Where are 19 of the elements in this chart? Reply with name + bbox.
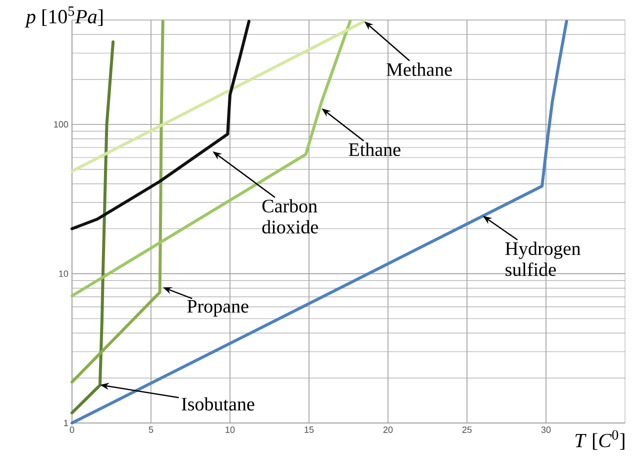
x-tick-label: 25 [462,426,472,433]
x-tick-label: 15 [304,426,314,433]
annotation: Hydrogen sulfide [505,242,580,276]
x-axis-title: T [C$^{0}$] [575,430,624,450]
x-tick-label: 0 [70,426,74,433]
annotation: Ethane [348,142,400,156]
y-tick-label: 10 [59,270,68,277]
x-tick-label: 20 [383,426,393,433]
x-tick-label: 5 [148,426,154,433]
annotation: Carbon dioxide [262,199,318,234]
y-tick-label: 100 [54,121,68,128]
annotation: Isobutane [182,397,254,411]
y-tick-label: 1 [64,420,68,426]
x-tick-label: 30 [541,426,551,433]
x-tick-label: 10 [226,426,235,433]
line-series [70,40,115,414]
annotation: Propane [187,300,248,317]
y-axis-title: p [10$^{5}$Pa] [24,6,103,28]
annotation: Methane [386,62,452,76]
